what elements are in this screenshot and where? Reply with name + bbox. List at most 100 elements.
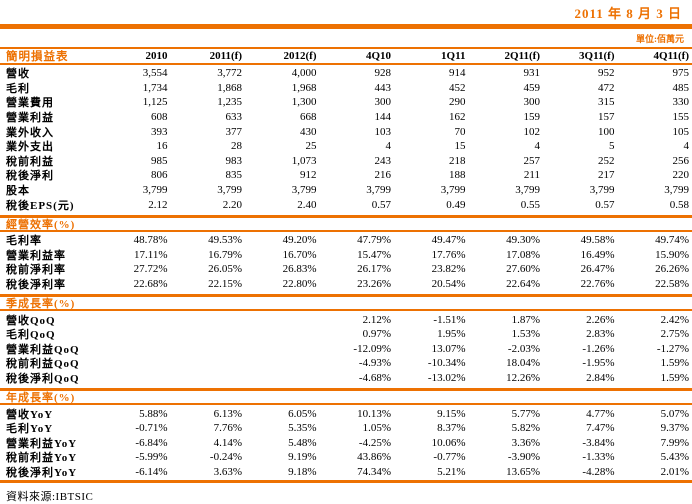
cell-value: 3,799 [217, 184, 242, 197]
cell-value: 26.83% [282, 263, 317, 276]
cell-value: 3,799 [664, 184, 689, 197]
cell-value: 188 [449, 169, 466, 182]
cell-value: -3.84% [582, 436, 615, 449]
cell-value: -3.90% [507, 451, 540, 464]
cell-value: 22.64% [506, 278, 540, 291]
column-header: 2Q11(f) [504, 50, 540, 62]
cell-value: 2.84% [586, 371, 615, 384]
cell-value: 16.49% [580, 248, 615, 261]
section-header: 季成長率(%) [0, 294, 692, 312]
cell-value: 0.57 [595, 198, 615, 211]
row-label: 稅後淨利率 [6, 279, 66, 292]
cell-value: 9.15% [437, 407, 466, 420]
row-label: 營收 [6, 68, 30, 81]
cell-value: 914 [449, 67, 466, 80]
cell-value: 3,799 [142, 184, 168, 197]
cell-value: 5.48% [288, 436, 317, 449]
cell-value: 633 [225, 111, 243, 124]
cell-value: 2.42% [660, 313, 689, 326]
table-row: 營業利益率 17.11% 16.79% 16.70% 15.47% 17.76% 17.08… [0, 248, 692, 263]
cell-value: 2.83% [586, 328, 615, 341]
cell-value: 257 [523, 154, 541, 167]
cell-value: 430 [300, 125, 317, 138]
section-header-label: 季成長率(%) [6, 298, 76, 311]
cell-value: 18.04% [506, 357, 540, 370]
column-header: 1Q11 [441, 50, 466, 62]
row-label: 業外收入 [6, 126, 54, 139]
section-body: 營收YoY 5.88% 6.13% 6.05% 10.13% 9.15% 5.77% 4.77… [0, 405, 692, 480]
cell-value: 20.54% [431, 278, 466, 291]
cell-value: 5.77% [511, 407, 540, 420]
cell-value: 49.20% [282, 234, 317, 247]
cell-value: 931 [523, 67, 541, 80]
cell-value: 16 [156, 140, 168, 153]
cell-value: 4.14% [213, 436, 242, 449]
cell-value: 16.70% [282, 248, 317, 261]
cell-value: 256 [672, 154, 690, 167]
cell-value: 6.05% [288, 407, 317, 420]
row-label: 稅後EPS(元) [6, 199, 75, 212]
cell-value: 22.58% [655, 278, 689, 291]
report-date: 2011 年 8 月 3 日 [574, 6, 682, 21]
row-label: 營業利益YoY [6, 437, 78, 450]
section-body: 營收QoQ 2.12% -1.51% 1.87% 2.26% 2.42% 毛利QoQ 0.97… [0, 311, 692, 386]
row-label: 營收QoQ [6, 314, 56, 327]
cell-value: 162 [449, 111, 466, 124]
cell-value: 26.26% [655, 263, 689, 276]
cell-value: -12.09% [353, 342, 391, 355]
cell-value: 0.49 [446, 198, 466, 211]
cell-value: 3,554 [142, 67, 168, 80]
table-row: 稅後淨利QoQ -4.68% -13.02% 12.26% 2.84% 1.59% [0, 371, 692, 386]
cell-value: 0.55 [520, 198, 540, 211]
cell-value: 25 [305, 140, 317, 153]
cell-value: 315 [598, 96, 615, 109]
cell-value: 0.97% [362, 328, 391, 341]
cell-value: 9.18% [288, 465, 317, 478]
cell-value: 17.11% [133, 248, 168, 261]
cell-value: 5.21% [437, 465, 466, 478]
cell-value: 1.87% [511, 313, 540, 326]
cell-value: 70 [454, 125, 466, 138]
cell-value: 15.90% [655, 248, 689, 261]
cell-value: 1,968 [291, 81, 317, 94]
cell-value: 928 [374, 67, 392, 80]
cell-value: 1.05% [362, 422, 391, 435]
cell-value: 835 [225, 169, 243, 182]
cell-value: -0.77% [433, 451, 466, 464]
cell-value: 3,799 [291, 184, 317, 197]
data-source: 資料來源:IBTSIC [6, 491, 94, 504]
cell-value: 6.13% [213, 407, 242, 420]
row-label: 毛利YoY [6, 423, 54, 436]
cell-value: 2.12% [362, 313, 391, 326]
table-row: 營收 3,554 3,772 4,000 928 914 931 952 975 [0, 66, 692, 81]
cell-value: 157 [598, 111, 615, 124]
section-header: 經營效率(%) [0, 214, 692, 232]
cell-value: -10.34% [427, 357, 466, 370]
table-row: 毛利率 48.78% 49.53% 49.20% 47.79% 49.47% 49.30% 4… [0, 233, 692, 248]
cell-value: 15 [454, 140, 466, 153]
section-header: 年成長率(%) [0, 388, 692, 406]
cell-value: -1.95% [582, 357, 615, 370]
row-label: 營業利益 [6, 112, 54, 125]
cell-value: -4.68% [358, 371, 391, 384]
cell-value: 28 [231, 140, 242, 153]
table-row: 營收YoY 5.88% 6.13% 6.05% 10.13% 9.15% 5.77% 4.77… [0, 406, 692, 421]
row-label: 營業利益QoQ [6, 343, 80, 356]
row-label: 稅前利益YoY [6, 452, 78, 465]
row-label: 稅前淨利率 [6, 264, 66, 277]
cell-value: 7.99% [660, 436, 689, 449]
cell-value: 22.80% [282, 278, 317, 291]
section-header-label: 年成長率(%) [6, 392, 76, 405]
cell-value: 2.40 [297, 198, 317, 211]
cell-value: 2.01% [660, 465, 689, 478]
row-label: 營業利益率 [6, 249, 66, 262]
row-label: 毛利QoQ [6, 329, 56, 342]
cell-value: 2.12 [148, 198, 168, 211]
row-label: 毛利率 [6, 235, 42, 248]
table-row: 稅前淨利率 27.72% 26.05% 26.83% 26.17% 23.82% 27.60… [0, 262, 692, 277]
cell-value: 3,799 [366, 184, 391, 197]
table-row: 毛利YoY -0.71% 7.76% 5.35% 1.05% 8.37% 5.82% 7.47… [0, 421, 692, 436]
cell-value: 211 [523, 169, 540, 182]
cell-value: 393 [151, 125, 168, 138]
